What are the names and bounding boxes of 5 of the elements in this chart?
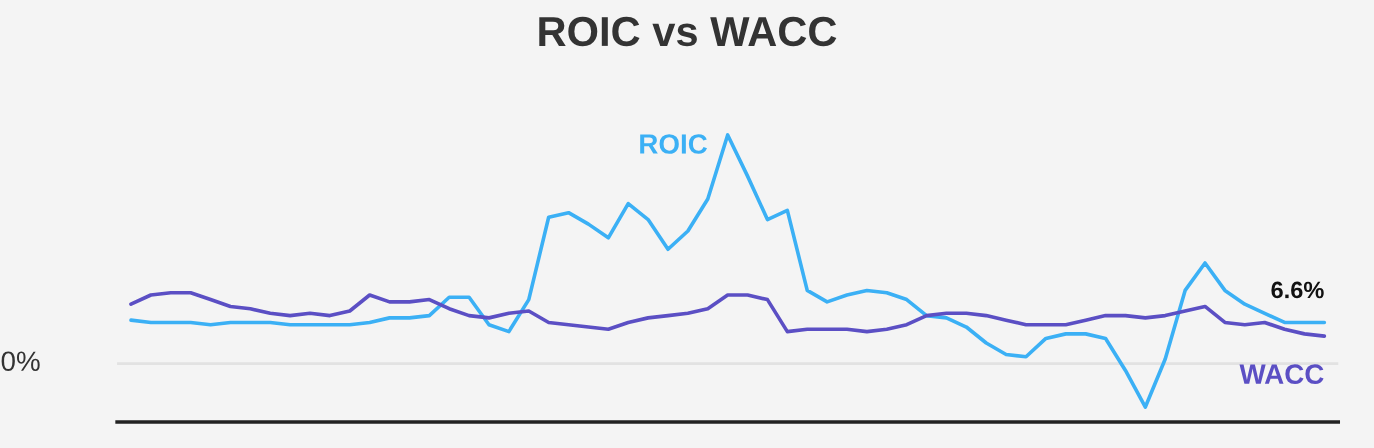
series-label: ROIC bbox=[640, 134, 708, 154]
chart-title: ROIC vs WACC bbox=[539, 16, 837, 47]
annotation: 6.6% bbox=[1271, 281, 1324, 299]
ref-line-label: 0% bbox=[1, 351, 40, 372]
series-label: WACC bbox=[1239, 364, 1324, 385]
